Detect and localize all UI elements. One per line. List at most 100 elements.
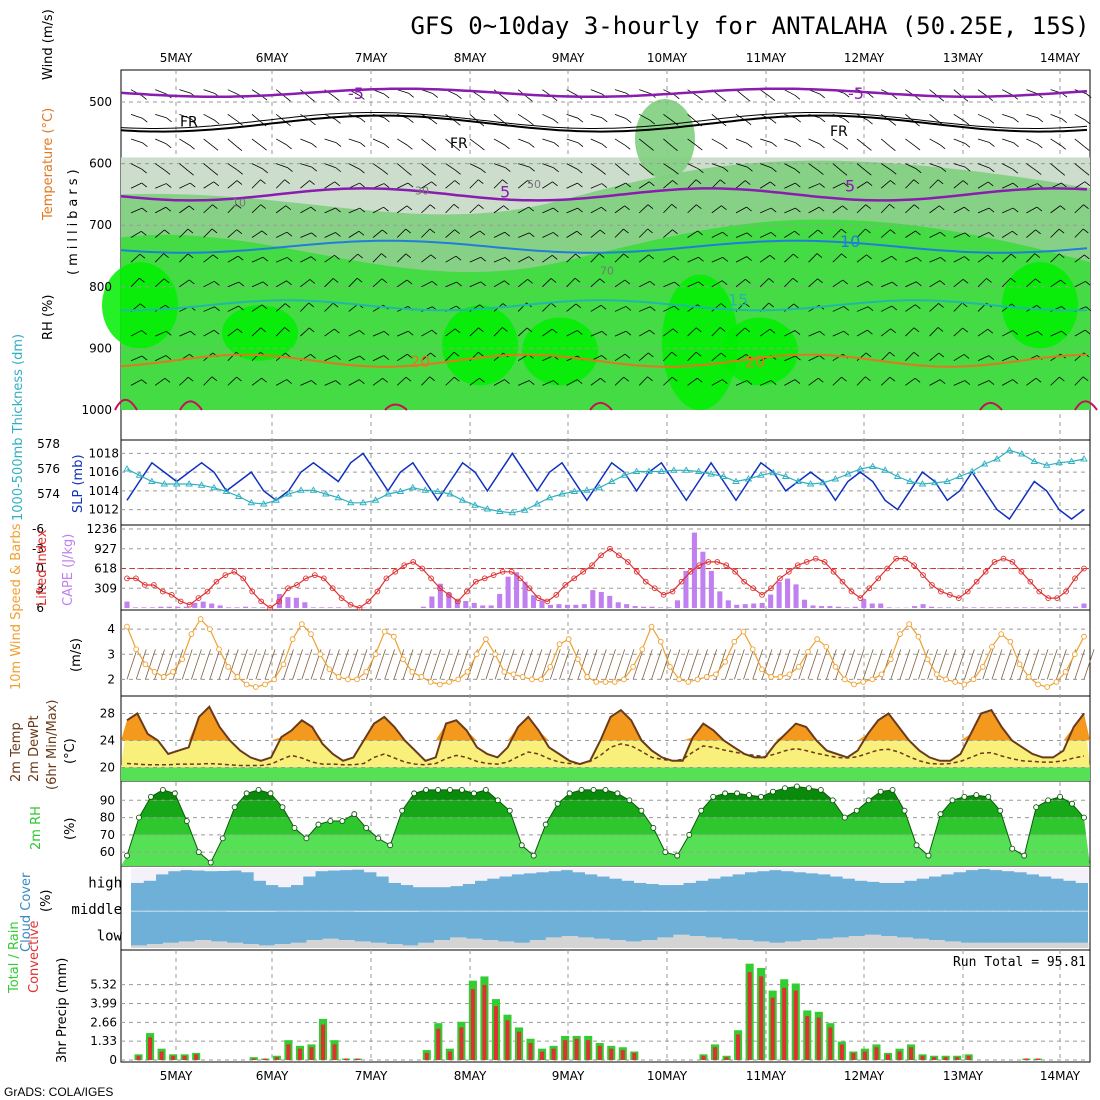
cloud-mid-gap	[848, 910, 866, 912]
wind10-point	[703, 674, 710, 680]
thickness-point	[545, 493, 554, 501]
wind-barb-flag	[961, 302, 968, 308]
wind-barb-10m	[982, 649, 994, 680]
precip-conv-bar	[528, 1043, 533, 1060]
rh2m-point	[949, 797, 956, 804]
precip-conv-bar	[436, 1028, 441, 1060]
label-wind10-unit: (m/s)	[69, 638, 84, 672]
lifted-index-point	[580, 568, 586, 575]
wind-barb	[227, 281, 239, 288]
wind-barb	[905, 281, 917, 288]
wind-barb-flag	[816, 253, 823, 258]
wind10-point	[943, 676, 949, 683]
wind-barb-flag	[309, 180, 315, 185]
cloud-mid-gap	[338, 910, 355, 912]
thickness-point	[247, 498, 256, 506]
wind-barb-10m	[1037, 649, 1049, 680]
rh2m-point	[207, 859, 214, 866]
lifted-index-point	[911, 562, 917, 569]
lifted-index-point	[1027, 578, 1034, 585]
thickness-point	[210, 483, 218, 491]
wind-barb	[227, 203, 237, 214]
wind-barb	[566, 89, 578, 96]
wind-barb-10m	[540, 649, 552, 680]
isotherm-minus5-upper	[120, 87, 1088, 99]
wind-barb-10m	[641, 649, 653, 680]
cape-bar	[996, 607, 1002, 608]
wind-barb-flag	[576, 379, 583, 384]
wind-barb-flag	[891, 255, 897, 261]
x-day-label-bottom: 11MAY	[746, 1069, 787, 1083]
wind-barb-flag	[262, 256, 269, 262]
cape-bar	[590, 590, 596, 608]
wind-barb-10m	[209, 649, 221, 680]
wind-barb-flag	[649, 281, 656, 286]
wind-barb	[227, 376, 237, 386]
wind-barb	[179, 163, 189, 172]
wind-barb-flag	[1036, 206, 1043, 212]
cloud-mid-gap	[944, 910, 961, 912]
wind-barb-flag	[551, 254, 558, 260]
x-day-label-bottom: 7MAY	[355, 1069, 388, 1083]
cloud-high-gap	[155, 868, 169, 875]
cloud-high-gap	[462, 868, 476, 884]
wind-barb-flag	[335, 167, 342, 173]
wind-barb-10m	[669, 649, 681, 680]
wind-barb-flag	[381, 278, 388, 284]
wind-barb	[251, 377, 262, 386]
wind-barb-flag	[286, 280, 292, 286]
precip-conv-bar	[816, 1017, 821, 1060]
wind-barb-flag	[1059, 376, 1065, 382]
wind-barb	[711, 303, 722, 312]
wind-barb	[953, 380, 965, 386]
thickness-point	[1030, 457, 1039, 464]
wind-barb-flag	[601, 355, 607, 360]
cloud-low-bar	[976, 942, 993, 948]
cape-bar	[751, 603, 757, 608]
wind10-point	[473, 651, 480, 658]
thickness-point	[719, 472, 728, 479]
wind-barb	[179, 113, 191, 119]
wind-barb	[1026, 206, 1038, 214]
wind-barb-flag	[334, 328, 340, 334]
thickness-point	[943, 477, 952, 484]
cloud-high-gap	[167, 868, 181, 872]
wind-barb-flag	[817, 278, 823, 284]
wind-barb	[808, 163, 819, 171]
cloud-low-bar	[944, 941, 961, 948]
wind-barb-flag	[648, 146, 654, 151]
wind-barb-flag	[431, 119, 438, 125]
wind-barb	[517, 327, 528, 337]
cloud-high-gap	[278, 868, 291, 888]
wind-barb	[1050, 138, 1061, 146]
wind10-point	[298, 621, 305, 627]
wind-barb	[179, 205, 190, 214]
wind-barb	[929, 352, 940, 362]
precip-conv-bar	[1035, 1058, 1040, 1060]
wind-barb-flag	[332, 302, 339, 308]
wind10-point	[400, 656, 406, 663]
wind-barb-flag	[1060, 279, 1066, 285]
cloud-high-gap	[376, 868, 390, 877]
wind-barb	[542, 302, 552, 312]
wind-barb-flag	[769, 96, 776, 101]
wind-barb	[784, 138, 796, 144]
wind-barb-flag	[698, 168, 704, 174]
wind-barb-flag	[867, 281, 873, 286]
wind-barb-flag	[962, 278, 969, 284]
wind-barb-10m	[1019, 649, 1030, 680]
label-temp-unit: (°C)	[63, 738, 78, 764]
wind-barb-flag	[698, 256, 704, 262]
cloud-high-gap	[315, 868, 328, 872]
wind-barb	[687, 351, 697, 362]
wind-barb-flag	[165, 330, 172, 336]
cloud-high-gap	[744, 868, 758, 873]
wind-barb	[856, 204, 867, 214]
y-tick-thickness: 578	[37, 437, 60, 451]
wind-barb-flag	[284, 179, 290, 185]
wind-barb-flag	[576, 330, 583, 335]
cape-bar	[251, 607, 257, 608]
wind-barb-flag	[309, 279, 316, 284]
thickness-point	[520, 506, 529, 513]
isotherm-25	[589, 401, 613, 411]
